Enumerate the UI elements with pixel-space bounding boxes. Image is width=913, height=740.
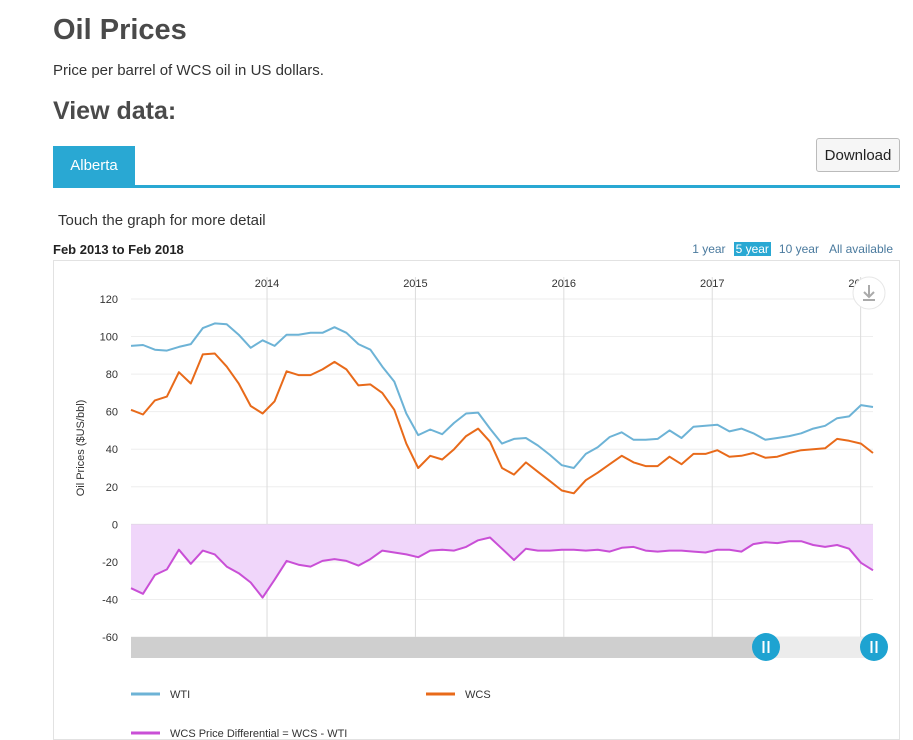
y-tick-label: 100 [100, 332, 118, 344]
y-tick-label: 20 [106, 482, 118, 494]
chart-grid [131, 277, 873, 638]
navigator-right-handle[interactable] [860, 633, 888, 661]
legend-item-wti[interactable]: WTI [131, 689, 190, 701]
legend-label-wcs: WCS [465, 689, 491, 701]
series-line-differential[interactable] [130, 536, 874, 599]
series-line-wti[interactable] [130, 322, 874, 469]
chart-series [130, 322, 874, 599]
page-title: Oil Prices [53, 14, 187, 46]
series-area-differential [131, 524, 873, 598]
x-tick-label: 2017 [700, 278, 724, 290]
series-line-wcs[interactable] [130, 352, 874, 495]
range-all-button[interactable]: All available [828, 242, 893, 256]
y-tick-label: -60 [102, 632, 118, 644]
y-tick-label: 0 [112, 519, 118, 531]
range-10-year-button[interactable]: 10 year [778, 242, 819, 256]
range-1-year-button[interactable]: 1 year [692, 242, 726, 256]
y-tick-labels: 120 100 80 60 40 20 0 -20 -40 -60 [100, 294, 118, 644]
x-tick-label: 2014 [255, 278, 279, 290]
y-tick-label: 60 [106, 407, 118, 419]
double-bar-icon [870, 641, 878, 653]
view-data-heading: View data: [53, 97, 177, 125]
oil-price-chart[interactable]: 120 100 80 60 40 20 0 -20 -40 -60 2014 2015 2016 201… [54, 261, 899, 739]
y-tick-label: 80 [106, 369, 118, 381]
x-tick-labels: 20142015201620172018 [255, 278, 873, 290]
download-arrow-icon [863, 285, 875, 301]
navigator-track [131, 637, 873, 658]
legend-label-wti: WTI [170, 689, 190, 701]
tab-underline [53, 185, 900, 188]
tab-alberta[interactable]: Alberta [53, 146, 135, 186]
navigator-left-handle[interactable] [752, 633, 780, 661]
export-button[interactable] [852, 276, 886, 310]
x-tick-label: 2016 [552, 278, 576, 290]
legend: WTI WCS WCS Price Differential = WCS - W… [131, 689, 491, 739]
navigator-unselected-region [766, 637, 874, 658]
range-selector: 1 year 5 year 10 year All available [690, 242, 895, 256]
date-range-label: Feb 2013 to Feb 2018 [53, 242, 184, 257]
y-tick-label: -20 [102, 557, 118, 569]
y-tick-label: -40 [102, 594, 118, 606]
legend-item-wcs[interactable]: WCS [426, 689, 491, 701]
graph-hint: Touch the graph for more detail [58, 212, 266, 229]
page-subtitle: Price per barrel of WCS oil in US dollar… [53, 62, 324, 79]
y-tick-label: 120 [100, 294, 118, 306]
download-button[interactable]: Download [816, 138, 900, 172]
navigator[interactable] [131, 633, 888, 661]
chart-container[interactable]: 120 100 80 60 40 20 0 -20 -40 -60 2014 2015 2016 201… [53, 260, 900, 740]
y-axis-label: Oil Prices ($US/bbl) [75, 400, 87, 497]
y-tick-label: 40 [106, 444, 118, 456]
x-tick-label: 2015 [403, 278, 427, 290]
double-bar-icon [762, 641, 770, 653]
range-5-year-button[interactable]: 5 year [733, 242, 771, 256]
